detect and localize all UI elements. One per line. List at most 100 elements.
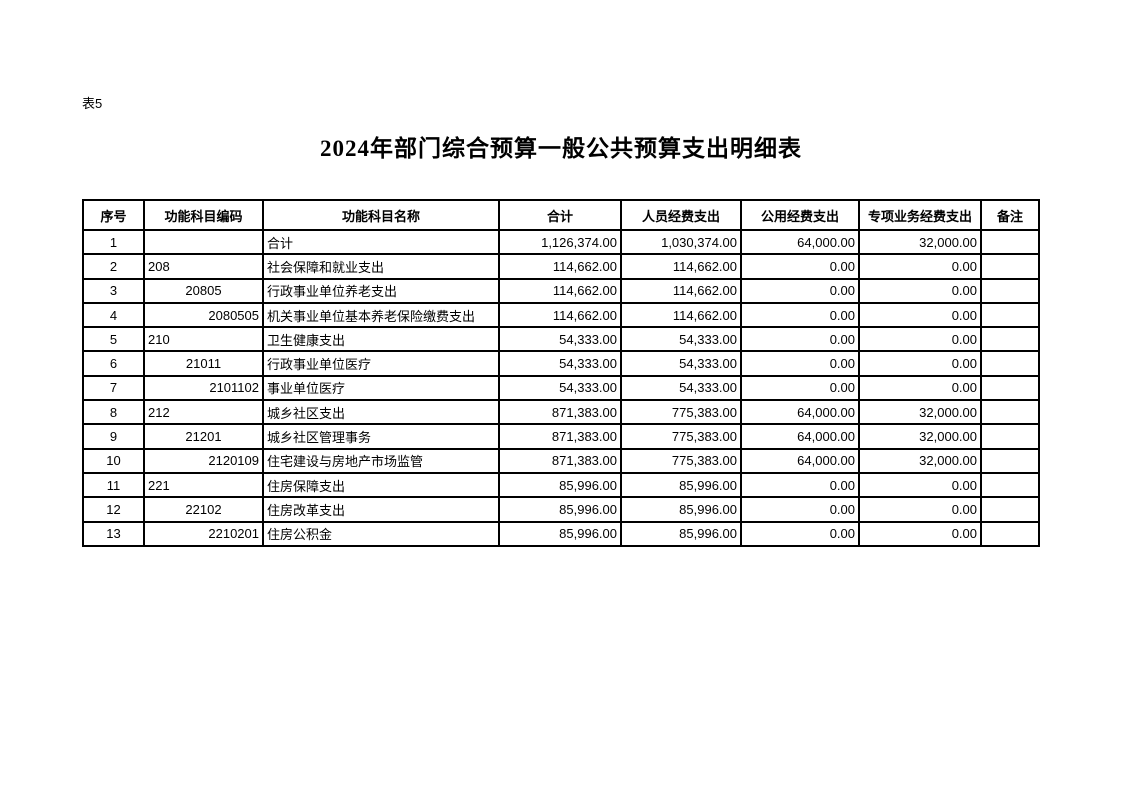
cell-code: 2120109 xyxy=(143,447,264,474)
table-row: 9 21201 城乡社区管理事务 871,383.00 775,383.00 64,000… xyxy=(82,423,1040,450)
table-row: 13 2210201 住房公积金 85,996.00 85,996.00 0.00 0.00 xyxy=(82,520,1040,547)
col-header-personnel: 人员经费支出 xyxy=(620,199,742,231)
cell-name: 行政事业单位医疗 xyxy=(262,350,500,377)
cell-personnel: 85,996.00 xyxy=(620,471,742,499)
cell-index: 5 xyxy=(82,326,145,353)
cell-index: 2 xyxy=(82,253,145,280)
cell-personnel: 85,996.00 xyxy=(620,520,742,547)
cell-special: 0.00 xyxy=(858,350,982,377)
cell-code: 210 xyxy=(143,326,264,353)
cell-total: 871,383.00 xyxy=(498,399,622,426)
page-title: 2024年部门综合预算一般公共预算支出明细表 xyxy=(320,136,802,161)
cell-personnel: 114,662.00 xyxy=(620,253,742,280)
cell-public: 0.00 xyxy=(740,253,860,280)
cell-name: 住房保障支出 xyxy=(262,471,500,499)
table-row: 1 合计 1,126,374.00 1,030,374.00 64,000.00 32,0… xyxy=(82,228,1040,256)
cell-remark xyxy=(980,399,1040,426)
table-row: 3 20805 行政事业单位养老支出 114,662.00 114,662.00 0.00… xyxy=(82,277,1040,304)
table-row: 4 2080505 机关事业单位基本养老保险缴费支出 114,662.00 114,66… xyxy=(82,301,1040,329)
cell-personnel: 775,383.00 xyxy=(620,399,742,426)
cell-index: 3 xyxy=(82,277,145,304)
cell-name: 住房改革支出 xyxy=(262,496,500,523)
cell-name: 事业单位医疗 xyxy=(262,374,500,402)
cell-personnel: 775,383.00 xyxy=(620,423,742,450)
table-row: 5 210 卫生健康支出 54,333.00 54,333.00 0.00 0.00 xyxy=(82,326,1040,353)
cell-index: 12 xyxy=(82,496,145,523)
cell-code: 2080505 xyxy=(143,301,264,329)
table-row: 2 208 社会保障和就业支出 114,662.00 114,662.00 0.00 0.0… xyxy=(82,253,1040,280)
cell-index: 11 xyxy=(82,471,145,499)
cell-remark xyxy=(980,277,1040,304)
cell-name: 卫生健康支出 xyxy=(262,326,500,353)
cell-index: 9 xyxy=(82,423,145,450)
cell-remark xyxy=(980,301,1040,329)
cell-special: 0.00 xyxy=(858,496,982,523)
cell-remark xyxy=(980,520,1040,547)
cell-special: 32,000.00 xyxy=(858,447,982,474)
cell-code: 2101102 xyxy=(143,374,264,402)
cell-index: 8 xyxy=(82,399,145,426)
cell-name: 住宅建设与房地产市场监管 xyxy=(262,447,500,474)
cell-public: 64,000.00 xyxy=(740,423,860,450)
cell-remark xyxy=(980,423,1040,450)
cell-special: 0.00 xyxy=(858,471,982,499)
cell-remark xyxy=(980,326,1040,353)
cell-personnel: 54,333.00 xyxy=(620,374,742,402)
cell-code: 212 xyxy=(143,399,264,426)
col-header-total: 合计 xyxy=(498,199,622,231)
cell-remark xyxy=(980,253,1040,280)
cell-special: 0.00 xyxy=(858,374,982,402)
budget-expenditure-table: 序号 功能科目编码 功能科目名称 合计 人员经费支出 公用经费支出 专项业务经费… xyxy=(82,199,1040,547)
cell-public: 0.00 xyxy=(740,520,860,547)
cell-total: 85,996.00 xyxy=(498,496,622,523)
cell-total: 871,383.00 xyxy=(498,423,622,450)
cell-total: 54,333.00 xyxy=(498,350,622,377)
cell-total: 871,383.00 xyxy=(498,447,622,474)
cell-special: 0.00 xyxy=(858,253,982,280)
cell-personnel: 114,662.00 xyxy=(620,277,742,304)
cell-index: 4 xyxy=(82,301,145,329)
cell-total: 114,662.00 xyxy=(498,253,622,280)
cell-name: 行政事业单位养老支出 xyxy=(262,277,500,304)
cell-remark xyxy=(980,374,1040,402)
cell-personnel: 1,030,374.00 xyxy=(620,228,742,256)
cell-special: 0.00 xyxy=(858,301,982,329)
cell-remark xyxy=(980,350,1040,377)
cell-remark xyxy=(980,228,1040,256)
cell-code: 22102 xyxy=(143,496,264,523)
cell-total: 1,126,374.00 xyxy=(498,228,622,256)
cell-personnel: 775,383.00 xyxy=(620,447,742,474)
cell-public: 0.00 xyxy=(740,301,860,329)
cell-personnel: 85,996.00 xyxy=(620,496,742,523)
cell-code: 2210201 xyxy=(143,520,264,547)
table-row: 11 221 住房保障支出 85,996.00 85,996.00 0.00 0.00 xyxy=(82,471,1040,499)
table-row: 6 21011 行政事业单位医疗 54,333.00 54,333.00 0.00 0.00 xyxy=(82,350,1040,377)
cell-name: 社会保障和就业支出 xyxy=(262,253,500,280)
cell-code: 208 xyxy=(143,253,264,280)
cell-name: 合计 xyxy=(262,228,500,256)
table-row: 10 2120109 住宅建设与房地产市场监管 871,383.00 775,383.0… xyxy=(82,447,1040,474)
cell-code xyxy=(143,228,264,256)
cell-special: 32,000.00 xyxy=(858,423,982,450)
col-header-special: 专项业务经费支出 xyxy=(858,199,982,231)
cell-name: 机关事业单位基本养老保险缴费支出 xyxy=(262,301,500,329)
col-header-name: 功能科目名称 xyxy=(262,199,500,231)
cell-total: 114,662.00 xyxy=(498,277,622,304)
cell-public: 0.00 xyxy=(740,496,860,523)
cell-public: 64,000.00 xyxy=(740,228,860,256)
cell-name: 住房公积金 xyxy=(262,520,500,547)
cell-public: 0.00 xyxy=(740,471,860,499)
cell-remark xyxy=(980,496,1040,523)
table-row: 12 22102 住房改革支出 85,996.00 85,996.00 0.00 0.00 xyxy=(82,496,1040,523)
cell-index: 6 xyxy=(82,350,145,377)
cell-public: 0.00 xyxy=(740,374,860,402)
cell-public: 0.00 xyxy=(740,350,860,377)
cell-public: 64,000.00 xyxy=(740,399,860,426)
cell-name: 城乡社区支出 xyxy=(262,399,500,426)
cell-code: 21201 xyxy=(143,423,264,450)
col-header-index: 序号 xyxy=(82,199,145,231)
cell-code: 21011 xyxy=(143,350,264,377)
cell-total: 85,996.00 xyxy=(498,471,622,499)
cell-special: 0.00 xyxy=(858,326,982,353)
